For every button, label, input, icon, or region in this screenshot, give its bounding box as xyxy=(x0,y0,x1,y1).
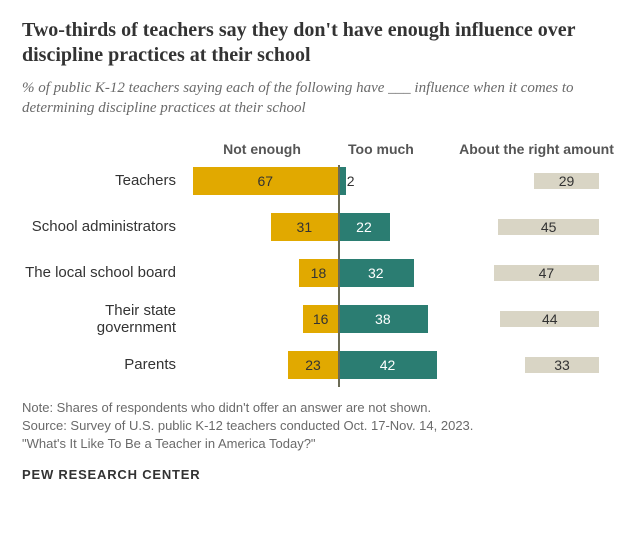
row-label: Parents xyxy=(22,356,186,373)
row-label: School administrators xyxy=(22,218,186,235)
bar-too-much: 38 xyxy=(338,305,428,333)
bar-about-right: 44 xyxy=(500,311,599,327)
bar-about-right: 45 xyxy=(498,219,599,235)
bar-not-enough: 23 xyxy=(288,351,338,379)
rows-container: Teachers67229School administrators312245… xyxy=(22,163,617,383)
chart-notes: Note: Shares of respondents who didn't o… xyxy=(22,399,617,454)
bar-too-much: 32 xyxy=(338,259,414,287)
diverging-bar-chart: Not enough Too much About the right amou… xyxy=(22,141,617,383)
row-label: Teachers xyxy=(22,172,186,189)
about-right-wrap: 33 xyxy=(456,357,617,373)
bar-too-much: 42 xyxy=(338,351,437,379)
bar-too-much: 22 xyxy=(338,213,390,241)
note-line: Note: Shares of respondents who didn't o… xyxy=(22,399,617,417)
diverging-bars: 2342 xyxy=(186,351,456,379)
column-headers: Not enough Too much About the right amou… xyxy=(22,141,617,157)
row-label: The local school board xyxy=(22,264,186,281)
chart-row: Their state government163844 xyxy=(22,301,617,337)
header-about-right: About the right amount xyxy=(456,141,617,157)
center-axis xyxy=(338,165,340,387)
about-right-wrap: 29 xyxy=(456,173,617,189)
chart-row: Teachers672 29 xyxy=(22,163,617,199)
bar-not-enough: 31 xyxy=(271,213,338,241)
chart-title: Two-thirds of teachers say they don't ha… xyxy=(22,18,617,68)
diverging-bars: 1832 xyxy=(186,259,456,287)
diverging-bars: 672 xyxy=(186,167,456,195)
about-right-wrap: 45 xyxy=(456,219,617,235)
header-too-much: Too much xyxy=(338,141,456,157)
bar-not-enough: 16 xyxy=(303,305,338,333)
chart-row: Parents234233 xyxy=(22,347,617,383)
header-not-enough: Not enough xyxy=(186,141,338,157)
chart-row: The local school board183247 xyxy=(22,255,617,291)
bar-not-enough: 18 xyxy=(299,259,338,287)
diverging-bars: 3122 xyxy=(186,213,456,241)
footer-attribution: PEW RESEARCH CENTER xyxy=(22,467,617,482)
about-right-wrap: 47 xyxy=(456,265,617,281)
chart-subtitle: % of public K-12 teachers saying each of… xyxy=(22,78,617,119)
bar-not-enough: 67 xyxy=(193,167,338,195)
bar-about-right: 47 xyxy=(494,265,599,281)
row-label: Their state government xyxy=(22,302,186,336)
bar-about-right: 33 xyxy=(525,357,599,373)
diverging-bars: 1638 xyxy=(186,305,456,333)
chart-row: School administrators312245 xyxy=(22,209,617,245)
source-line: Source: Survey of U.S. public K-12 teach… xyxy=(22,417,617,435)
bar-about-right: 29 xyxy=(534,173,599,189)
about-right-wrap: 44 xyxy=(456,311,617,327)
reference-line: "What's It Like To Be a Teacher in Ameri… xyxy=(22,435,617,453)
